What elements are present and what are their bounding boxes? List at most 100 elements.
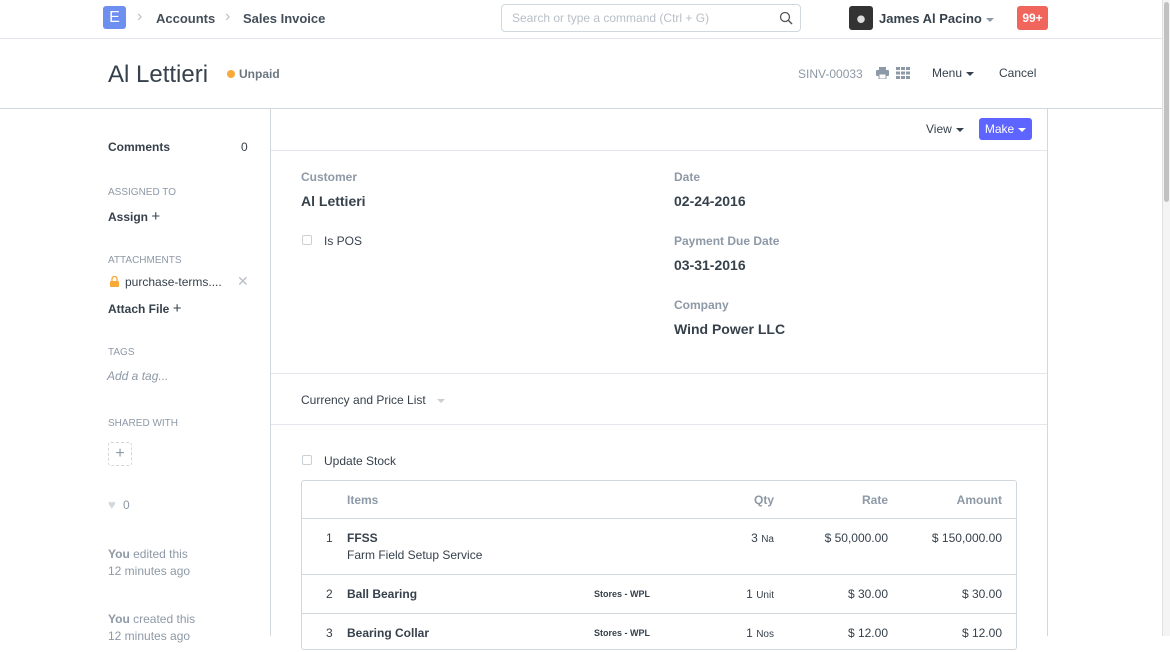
share-add-button[interactable]: + — [108, 442, 132, 466]
row-index: 2 — [326, 587, 333, 601]
scrollbar-thumb[interactable] — [1164, 2, 1169, 202]
created-time: 12 minutes ago — [108, 629, 191, 643]
comments-count: 0 — [241, 140, 248, 154]
caret-down-icon — [985, 17, 994, 22]
qty-value: 1 — [746, 587, 753, 601]
table-row[interactable]: 3 Bearing Collar Stores - WPL 1 Nos $ 12… — [302, 613, 1016, 652]
currency-section-label: Currency and Price List — [301, 393, 426, 407]
status-dot-icon — [227, 70, 235, 78]
item-code: Ball Bearing — [347, 587, 418, 601]
cancel-button[interactable]: Cancel — [999, 66, 1037, 80]
menu-button[interactable]: Menu — [932, 66, 975, 80]
comments-label[interactable]: Comments — [108, 140, 171, 154]
chevron-down-icon — [437, 398, 446, 403]
is-pos-label: Is POS — [324, 234, 363, 248]
customer-label: Customer — [301, 170, 358, 184]
likes-count: 0 — [123, 498, 130, 512]
currency-section-toggle[interactable]: Currency and Price List — [301, 393, 446, 407]
created-activity: You created this 12 minutes ago — [108, 611, 195, 645]
amount: $ 30.00 — [961, 587, 1002, 601]
edited-text: edited this — [133, 547, 188, 561]
caret-down-icon — [955, 127, 964, 132]
avatar[interactable] — [849, 6, 873, 30]
col-qty: Qty — [753, 493, 774, 507]
is-pos-checkbox[interactable] — [302, 235, 312, 245]
caret-down-icon — [1018, 127, 1027, 132]
table-row[interactable]: 2 Ball Bearing Stores - WPL 1 Unit $ 30.… — [302, 574, 1016, 613]
app-logo[interactable]: E — [103, 6, 126, 29]
customer-value[interactable]: Al Lettieri — [301, 193, 366, 209]
warehouse: Stores - WPL — [594, 628, 651, 638]
qty: 1 Nos — [702, 626, 774, 640]
item-description: Farm Field Setup Service — [347, 548, 483, 562]
heart-icon[interactable]: ♥ — [108, 497, 116, 512]
divider — [271, 150, 1047, 151]
chevron-right-icon: › — [137, 8, 143, 25]
search-placeholder: Search or type a command (Ctrl + G) — [512, 11, 710, 25]
form-layout: View Make Customer Al Lettieri Is POS Da… — [270, 109, 1048, 650]
rate: $ 30.00 — [847, 587, 888, 601]
page-head: Al Lettieri Unpaid SINV-00033 Menu Cance… — [0, 39, 1162, 109]
company-value[interactable]: Wind Power LLC — [674, 321, 786, 337]
plus-icon: + — [151, 208, 161, 225]
make-button[interactable]: Make — [979, 118, 1032, 140]
company-label: Company — [674, 298, 729, 312]
due-date-value[interactable]: 03-31-2016 — [674, 257, 746, 273]
user-menu[interactable]: James Al Pacino — [879, 11, 994, 26]
created-by: You — [108, 612, 130, 626]
shared-with-heading: Shared With — [108, 418, 178, 429]
assigned-to-heading: Assigned To — [108, 187, 176, 198]
search-input[interactable]: Search or type a command (Ctrl + G) — [501, 4, 801, 32]
assign-button[interactable]: Assign + — [108, 208, 160, 225]
status-badge: Unpaid — [239, 67, 280, 81]
remove-attachment-icon[interactable]: ✕ — [237, 273, 249, 289]
col-items: Items — [347, 493, 379, 507]
search-icon — [779, 11, 793, 25]
attach-file-button[interactable]: Attach File + — [108, 300, 181, 317]
divider — [271, 373, 1047, 374]
qty-value: 1 — [746, 626, 753, 640]
lock-icon — [110, 276, 119, 287]
qty: 3 Na — [702, 531, 774, 545]
uom: Unit — [756, 590, 774, 601]
date-label: Date — [674, 170, 701, 184]
uom: Na — [761, 534, 774, 545]
amount: $ 12.00 — [961, 626, 1002, 640]
items-table: Items Qty Rate Amount 1 FFSS Farm Field … — [301, 480, 1017, 650]
assign-label: Assign — [108, 210, 149, 224]
print-icon[interactable] — [876, 67, 889, 79]
breadcrumb-accounts[interactable]: Accounts — [156, 11, 216, 26]
created-text: created this — [133, 612, 196, 626]
attachment-link[interactable]: purchase-terms.... — [125, 275, 222, 289]
scrollbar[interactable] — [1162, 0, 1170, 636]
view-button[interactable]: View — [926, 122, 964, 136]
item-code: Bearing Collar — [347, 626, 430, 640]
caret-down-icon — [966, 71, 975, 76]
rate: $ 50,000.00 — [824, 531, 888, 545]
update-stock-checkbox[interactable] — [302, 455, 312, 465]
rate: $ 12.00 — [847, 626, 888, 640]
menu-label: Menu — [932, 66, 963, 80]
attachments-heading: Attachments — [108, 255, 182, 266]
uom: Nos — [756, 629, 774, 640]
edited-by: You — [108, 547, 130, 561]
update-stock-label: Update Stock — [324, 454, 397, 468]
make-label: Make — [984, 122, 1015, 136]
grid-icon[interactable] — [896, 67, 910, 79]
divider — [271, 424, 1047, 425]
add-tag-input[interactable]: Add a tag... — [107, 369, 169, 383]
col-rate: Rate — [861, 493, 888, 507]
row-index: 1 — [326, 531, 333, 545]
plus-icon: + — [172, 300, 182, 317]
due-date-label: Payment Due Date — [674, 234, 780, 248]
date-value[interactable]: 02-24-2016 — [674, 193, 746, 209]
notifications-badge[interactable]: 99+ — [1017, 6, 1048, 30]
table-row[interactable]: 1 FFSS Farm Field Setup Service 3 Na $ 5… — [302, 518, 1016, 574]
view-label: View — [926, 122, 952, 136]
col-amount: Amount — [956, 493, 1002, 507]
warehouse: Stores - WPL — [594, 589, 651, 599]
row-index: 3 — [326, 626, 333, 640]
breadcrumb-sales-invoice[interactable]: Sales Invoice — [243, 11, 326, 26]
page-title: Al Lettieri — [108, 61, 209, 88]
chevron-right-icon: › — [225, 8, 231, 25]
